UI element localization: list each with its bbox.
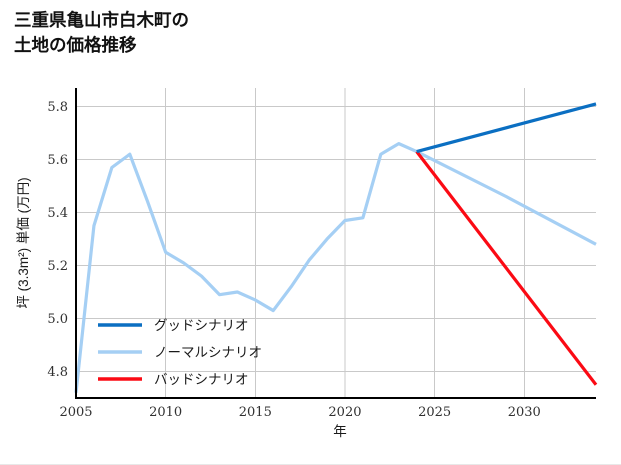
y-tick-labels-group: 4.8 5.0 5.2 5.4 5.6 5.8 — [47, 100, 68, 380]
legend-label-0: グッドシナリオ — [154, 318, 249, 333]
legend-label-2: バッドシナリオ — [154, 372, 249, 387]
y-tick-label: 5.6 — [47, 153, 68, 168]
x-tick-label: 2005 — [59, 405, 92, 420]
y-tick-label: 4.8 — [47, 365, 68, 380]
x-tick-label: 2015 — [239, 405, 272, 420]
x-axis-title: 年 — [333, 424, 347, 439]
series-line-bad — [415, 150, 598, 386]
series-line-good — [416, 102, 597, 154]
page-title: 三重県亀山市白木町の 土地の価格推移 — [14, 8, 434, 58]
y-tick-label: 5.8 — [47, 100, 68, 115]
y-tick-label: 5.2 — [47, 259, 68, 274]
x-tick-label: 2020 — [328, 405, 361, 420]
x-tick-labels-group: 2005 2010 2015 2020 2025 2030 — [59, 405, 540, 420]
page-title-line: 三重県亀山市白木町の — [14, 10, 189, 30]
legend-label-1: ノーマルシナリオ — [154, 345, 262, 360]
x-tick-label: 2010 — [149, 405, 182, 420]
x-tick-label: 2025 — [418, 405, 451, 420]
series-group — [74, 102, 598, 393]
page-title-line: 土地の価格推移 — [14, 34, 137, 55]
x-tick-label: 2030 — [508, 405, 541, 420]
y-axis-title: 坪 (3.3m²) 単価 (万円) — [16, 177, 31, 308]
y-tick-label: 5.0 — [47, 312, 68, 327]
y-tick-label: 5.4 — [47, 206, 68, 221]
series-line-normal — [74, 142, 597, 393]
